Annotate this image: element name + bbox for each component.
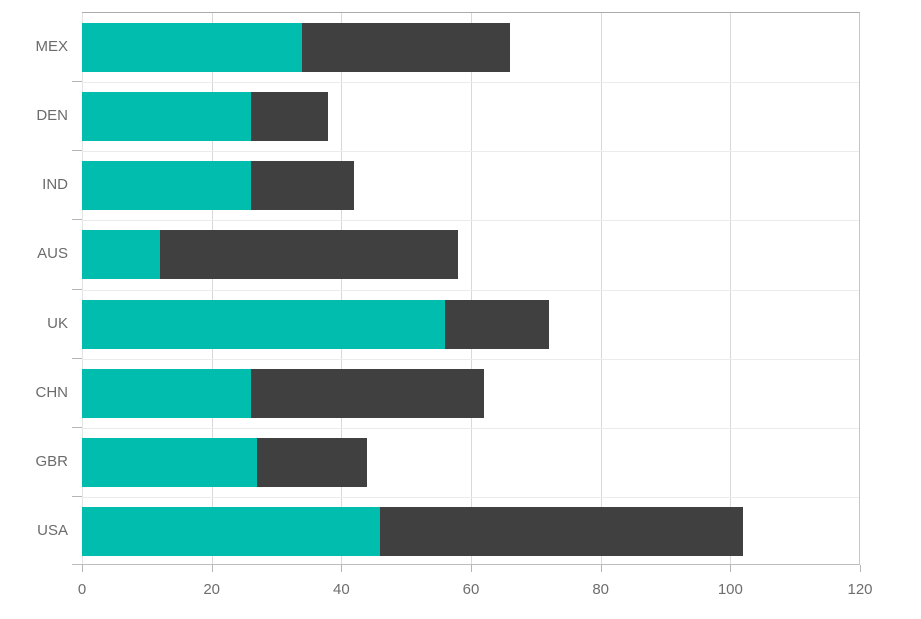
bar-segment-series-2[interactable]	[257, 437, 368, 487]
horizontal-gridline	[82, 289, 859, 291]
x-axis-label: 0	[77, 581, 87, 598]
bar-segment-series-2[interactable]	[250, 161, 355, 211]
x-axis-tick	[341, 565, 343, 572]
bar-segment-series-1[interactable]	[82, 506, 381, 556]
stacked-bar-usa	[82, 506, 744, 556]
chart-row	[82, 428, 859, 497]
x-axis-label: 40	[332, 581, 350, 598]
chart-row	[82, 13, 859, 82]
horizontal-gridline	[82, 151, 859, 153]
bar-segment-series-1[interactable]	[82, 161, 251, 211]
vertical-gridline	[600, 13, 602, 564]
x-axis-tick	[471, 565, 472, 572]
chart-row	[82, 151, 859, 220]
bar-segment-series-2[interactable]	[445, 299, 549, 349]
y-axis-label: DEN	[36, 107, 68, 125]
plot-area	[82, 12, 860, 565]
y-axis-label: IND	[42, 176, 68, 194]
x-axis-label: 100	[717, 581, 743, 598]
chart-row	[82, 82, 859, 151]
category-axis-tick	[72, 357, 82, 359]
bar-segment-series-1[interactable]	[82, 23, 303, 72]
category-axis-tick	[72, 495, 82, 497]
horizontal-gridline	[82, 427, 859, 429]
stacked-bar-gbr	[82, 437, 368, 487]
vertical-gridline	[471, 13, 472, 564]
stacked-bar-den	[82, 92, 329, 142]
horizontal-gridline	[82, 82, 859, 84]
x-axis-tick	[730, 565, 732, 572]
bar-segment-series-2[interactable]	[250, 92, 329, 142]
category-axis-tick	[72, 426, 82, 428]
horizontal-gridline	[82, 220, 859, 222]
category-axis-tick	[72, 219, 82, 221]
category-axis-tick	[72, 81, 82, 83]
chart-row	[82, 290, 859, 359]
x-axis-tick	[211, 565, 213, 572]
chart-row	[82, 359, 859, 428]
bar-segment-series-1[interactable]	[82, 92, 251, 142]
stacked-bar-aus	[82, 230, 459, 280]
bar-segment-series-1[interactable]	[82, 437, 258, 487]
bar-segment-series-2[interactable]	[159, 230, 459, 280]
axis-line-extension	[72, 564, 82, 565]
stacked-bar-chn	[82, 368, 484, 418]
x-axis-label: 60	[462, 581, 480, 598]
bar-segment-series-2[interactable]	[302, 23, 510, 72]
stacked-bar-mex	[82, 23, 510, 72]
x-axis-tick	[82, 565, 83, 572]
category-axis-tick	[72, 150, 82, 152]
chart-row	[82, 220, 859, 289]
bar-segment-series-1[interactable]	[82, 368, 251, 418]
horizontal-gridline	[82, 496, 859, 498]
y-axis-label: USA	[37, 521, 68, 539]
bar-segment-series-2[interactable]	[250, 368, 484, 418]
y-axis-label: GBR	[35, 452, 68, 470]
bar-segment-series-2[interactable]	[380, 506, 744, 556]
bar-segment-series-1[interactable]	[82, 230, 160, 280]
category-axis-tick	[72, 288, 82, 290]
vertical-gridline	[730, 13, 732, 564]
vertical-gridline	[341, 13, 343, 564]
vertical-gridline	[211, 13, 213, 564]
x-axis-tick	[600, 565, 602, 572]
y-axis-label: CHN	[35, 383, 69, 401]
x-axis-label: 20	[203, 581, 220, 598]
vertical-gridline	[82, 13, 83, 564]
x-axis-label: 80	[592, 581, 609, 598]
chart-row	[82, 497, 859, 566]
stacked-bar-ind	[82, 161, 355, 211]
y-axis-label: UK	[47, 314, 68, 332]
horizontal-gridline	[82, 358, 859, 360]
x-axis-tick	[860, 565, 861, 572]
y-axis-label: MEX	[35, 38, 68, 56]
stacked-bar-uk	[82, 299, 549, 349]
x-axis-label: 120	[847, 581, 873, 598]
bar-segment-series-1[interactable]	[82, 299, 446, 349]
y-axis-label: AUS	[37, 245, 68, 263]
